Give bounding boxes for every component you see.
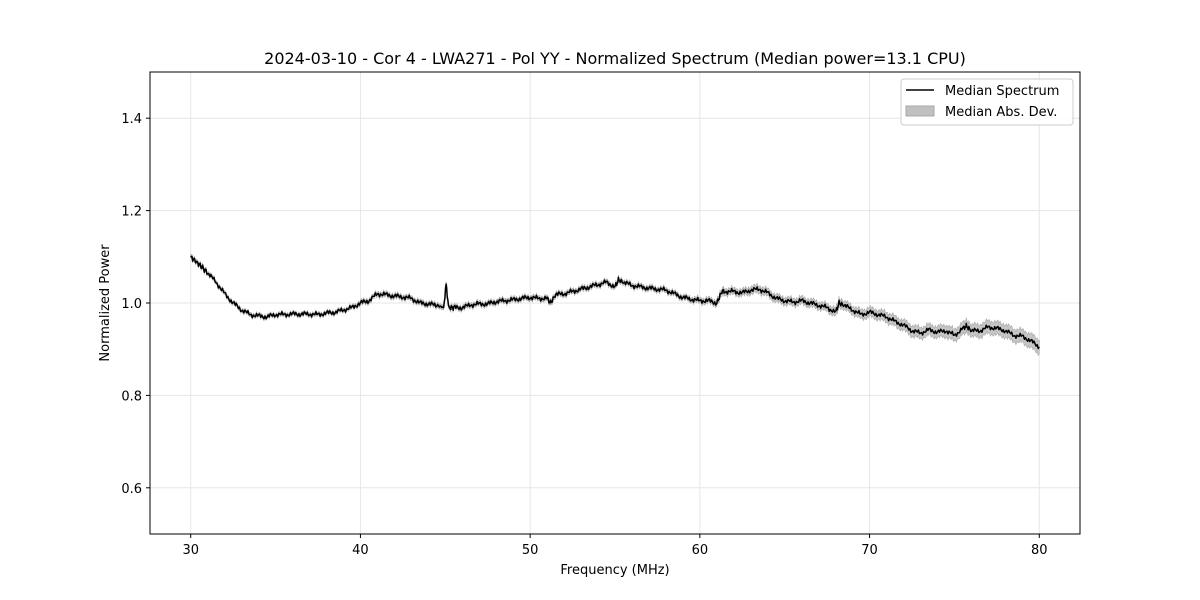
y-tick-label: 1.0 — [121, 297, 142, 312]
median-spectrum-line — [190, 255, 1040, 350]
y-axis-label: Normalized Power — [98, 244, 113, 362]
x-tick-label: 30 — [182, 543, 199, 558]
legend-median-spectrum: Median Spectrum — [945, 84, 1059, 99]
median-line-layer — [190, 255, 1040, 350]
y-tick-label: 0.6 — [121, 482, 142, 497]
x-tick-label: 60 — [692, 543, 709, 558]
y-tick-label: 1.4 — [121, 112, 142, 127]
x-tick-label: 70 — [861, 543, 878, 558]
chart-title: 2024-03-10 - Cor 4 - LWA271 - Pol YY - N… — [264, 49, 966, 68]
x-tick-label: 50 — [522, 543, 539, 558]
mad-band — [190, 253, 1040, 357]
legend-box — [900, 78, 1074, 126]
y-axis-ticks: 0.6 0.8 1.0 1.2 1.4 — [121, 112, 150, 497]
x-axis-ticks: 30 40 50 60 70 80 — [182, 534, 1048, 558]
legend-band-swatch — [905, 105, 935, 117]
legend: Median Spectrum Median Abs. Dev. — [900, 78, 1074, 126]
y-tick-label: 1.2 — [121, 205, 142, 220]
legend-median-abs-dev: Median Abs. Dev. — [945, 105, 1057, 120]
x-tick-label: 40 — [352, 543, 369, 558]
mad-band-layer — [190, 253, 1040, 357]
x-axis-label: Frequency (MHz) — [560, 563, 669, 578]
y-tick-label: 0.8 — [121, 389, 142, 404]
x-tick-label: 80 — [1031, 543, 1048, 558]
